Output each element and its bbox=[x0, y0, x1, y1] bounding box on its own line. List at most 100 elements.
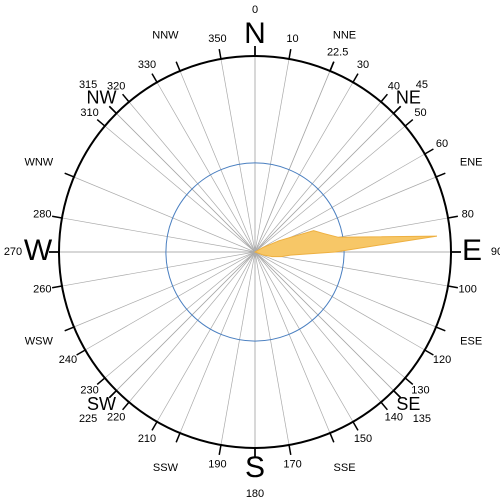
tick-mark bbox=[175, 432, 181, 443]
angle-label: 180 bbox=[246, 488, 264, 500]
tick-mark bbox=[352, 421, 359, 431]
angle-label: 135 bbox=[413, 413, 431, 425]
tick-mark bbox=[404, 119, 414, 127]
angle-label: 270 bbox=[4, 246, 22, 258]
tick-mark bbox=[151, 73, 158, 83]
spoke bbox=[220, 251, 256, 446]
spoke bbox=[254, 251, 382, 403]
angle-label: 210 bbox=[138, 433, 156, 445]
spoke bbox=[254, 251, 425, 351]
compass-label: SSE bbox=[334, 462, 356, 474]
spoke bbox=[128, 251, 256, 403]
tick-mark bbox=[175, 61, 181, 72]
spoke bbox=[254, 101, 382, 253]
spoke bbox=[254, 251, 406, 379]
tick-mark bbox=[435, 326, 446, 332]
tick-mark bbox=[329, 61, 335, 72]
angle-label: 310 bbox=[80, 107, 98, 119]
angle-label: 90 bbox=[491, 246, 500, 258]
compass-label: NE bbox=[396, 87, 421, 107]
angle-label: 50 bbox=[414, 107, 426, 119]
spoke bbox=[254, 82, 354, 253]
angle-label: 225 bbox=[79, 413, 97, 425]
compass-label: ENE bbox=[460, 156, 483, 168]
spoke bbox=[220, 58, 256, 253]
spoke bbox=[254, 251, 437, 328]
angle-label: 60 bbox=[436, 138, 448, 150]
angle-label: 220 bbox=[107, 411, 125, 423]
tick-mark bbox=[447, 285, 459, 289]
spoke bbox=[156, 251, 256, 422]
angle-label: 45 bbox=[416, 79, 428, 91]
spoke bbox=[254, 251, 354, 422]
tick-mark bbox=[96, 119, 106, 127]
spoke bbox=[254, 251, 449, 287]
spoke bbox=[104, 251, 256, 379]
spoke bbox=[61, 217, 256, 253]
spoke bbox=[179, 70, 256, 253]
compass-label: S bbox=[245, 451, 265, 484]
spoke bbox=[254, 113, 394, 253]
angle-label: 140 bbox=[385, 411, 403, 423]
tick-mark bbox=[51, 215, 63, 219]
tick-mark bbox=[424, 349, 434, 356]
spoke bbox=[156, 82, 256, 253]
angle-label: 240 bbox=[59, 354, 77, 366]
compass-label: E bbox=[462, 234, 482, 267]
tick-mark bbox=[329, 432, 335, 443]
angle-label: 30 bbox=[357, 59, 369, 71]
spoke bbox=[254, 251, 394, 391]
tick-mark bbox=[380, 401, 388, 411]
tick-mark bbox=[64, 326, 75, 332]
tick-mark bbox=[96, 377, 106, 385]
spoke bbox=[128, 101, 256, 253]
spoke bbox=[61, 251, 256, 287]
tick-mark bbox=[288, 444, 292, 456]
angle-label: 190 bbox=[208, 459, 226, 471]
spoke bbox=[254, 125, 406, 253]
wind-area bbox=[253, 230, 438, 258]
tick-mark bbox=[288, 48, 292, 60]
spoke bbox=[73, 176, 256, 253]
tick-mark bbox=[108, 105, 117, 114]
spoke bbox=[254, 251, 331, 434]
tick-mark bbox=[393, 105, 402, 114]
angle-label: 260 bbox=[33, 283, 51, 295]
tick-mark bbox=[393, 390, 402, 399]
tick-mark bbox=[435, 172, 446, 178]
spoke bbox=[254, 153, 425, 253]
angle-label: 100 bbox=[459, 283, 477, 295]
spoke bbox=[73, 251, 256, 328]
tick-mark bbox=[380, 93, 388, 103]
angle-label: 0 bbox=[252, 4, 258, 16]
spoke bbox=[254, 70, 331, 253]
angle-label: 330 bbox=[138, 59, 156, 71]
outer-ring bbox=[58, 55, 452, 449]
compass-label: WNW bbox=[24, 156, 53, 168]
tick-mark bbox=[151, 421, 158, 431]
tick-mark bbox=[122, 401, 130, 411]
spoke bbox=[254, 58, 290, 253]
tick-mark bbox=[352, 73, 359, 83]
tick-mark bbox=[404, 377, 414, 385]
angle-label: 10 bbox=[286, 33, 298, 45]
angle-label: 130 bbox=[411, 385, 429, 397]
tick-mark bbox=[447, 215, 459, 219]
compass-label: NNW bbox=[152, 30, 179, 42]
angle-label: 230 bbox=[80, 385, 98, 397]
angle-label: 22.5 bbox=[327, 46, 348, 58]
angle-label: 280 bbox=[33, 208, 51, 220]
angle-label: 320 bbox=[107, 80, 125, 92]
angle-label: 350 bbox=[208, 33, 226, 45]
angle-label: 315 bbox=[79, 79, 97, 91]
ring bbox=[165, 162, 345, 342]
angle-label: 150 bbox=[354, 433, 372, 445]
compass-label: SE bbox=[396, 394, 420, 414]
spoke bbox=[116, 251, 256, 391]
spoke bbox=[179, 251, 256, 434]
tick-mark bbox=[218, 444, 222, 456]
compass-label: N bbox=[244, 17, 266, 50]
tick-mark bbox=[122, 93, 130, 103]
